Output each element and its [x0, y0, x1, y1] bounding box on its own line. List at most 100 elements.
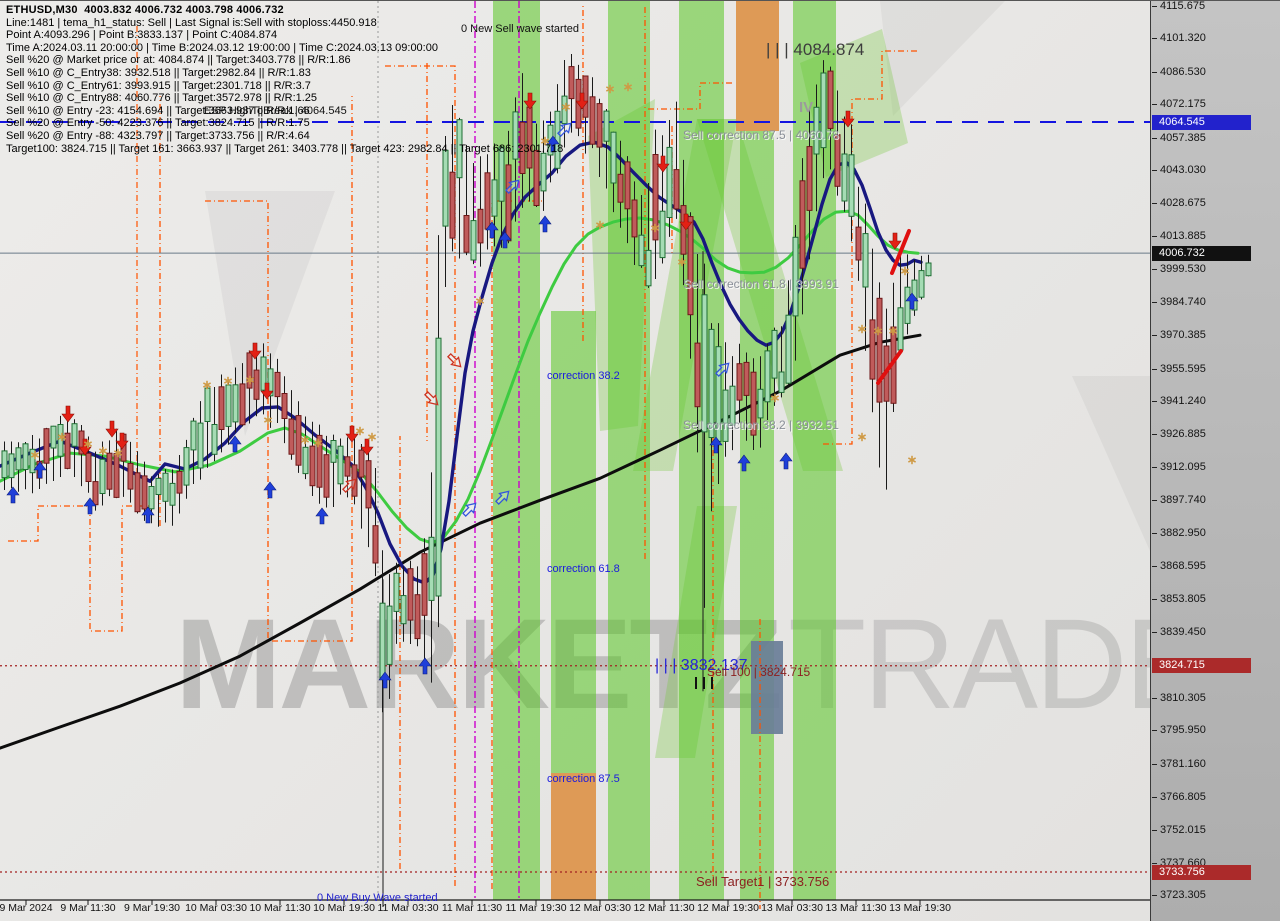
buy-arrow-icon [141, 506, 155, 524]
candle-body [869, 319, 876, 380]
candle-body [568, 66, 575, 100]
info-line: Point A:4093.296 | Point B:3833.137 | Po… [6, 29, 278, 42]
hollow-arrow-icon [557, 122, 572, 137]
chart-annotation[interactable]: 0 New Buy Wave started [317, 892, 438, 904]
sell-arrow-icon [345, 425, 359, 443]
stoploss-step-line[interactable] [8, 505, 150, 632]
count-dash-marker [695, 677, 697, 689]
watermark-wedge [205, 191, 335, 436]
candle-body [421, 553, 428, 616]
candle-body [456, 119, 463, 179]
hollow-arrow-icon [495, 490, 510, 505]
price-scale[interactable]: 4115.675 4101.320 4086.530 4072.175 4057.385… [1150, 1, 1280, 921]
candle-body [491, 179, 498, 217]
chart-annotation[interactable]: correction 87.5 [547, 773, 620, 785]
candle-body [743, 361, 750, 396]
buy-arrow-icon [538, 215, 552, 233]
price-tick-label: 3752.015 [1160, 824, 1206, 837]
info-line: Sell %10 @ C_Entry61: 3993.915 || Target… [6, 79, 311, 92]
candle-body [820, 72, 827, 149]
sell-arrow-icon [248, 342, 262, 360]
candle-body [428, 536, 435, 601]
candle-body [316, 434, 323, 488]
candle-body [190, 420, 197, 451]
chart-annotation[interactable]: | | | 4084.874 [766, 40, 865, 59]
chart-annotation[interactable]: Sell correction 38.2 | 3932.51 [683, 418, 839, 432]
candle-body [85, 452, 92, 482]
candle-body [15, 447, 22, 471]
candle-body [372, 525, 379, 564]
sell-arrow-icon [115, 432, 129, 450]
chart-annotation[interactable]: Sell correction 87.5 | 4060.78 [683, 128, 839, 142]
info-line: Target100: 3824.715 || Target 161: 3663.… [6, 142, 564, 155]
chart-annotation[interactable]: correction 38.2 [547, 370, 620, 382]
candle-body [449, 171, 456, 239]
chart-annotation[interactable]: Sell 100 | 3824.715 [707, 665, 811, 679]
stoploss-step-line[interactable] [823, 50, 918, 445]
info-line: Sell %20 @ Entry -88: 4323.797 || Target… [6, 129, 310, 142]
candle-body [414, 594, 421, 640]
candle-body [918, 270, 925, 298]
price-tick-label: 3941.240 [1160, 395, 1206, 408]
buy-arrow-icon [6, 486, 20, 504]
stoploss-step-line[interactable] [648, 82, 733, 110]
candle-body [841, 153, 848, 202]
buy-arrow-icon [779, 452, 793, 470]
candle-body [736, 363, 743, 401]
chart-annotation[interactable]: correction 61.8 [547, 563, 620, 575]
candle-body [498, 146, 505, 202]
info-line: Sell %20 @ Market price or at: 4084.874 … [6, 54, 351, 67]
red-trendline-segment[interactable] [876, 349, 903, 385]
price-tick-dash [1152, 137, 1157, 139]
chart-annotation[interactable]: ESP HighToBreak | 4064.545 [204, 105, 347, 117]
sell-arrow-icon [575, 92, 589, 110]
info-line: Sell %10 @ C_Entry38: 3932.518 || Target… [6, 66, 311, 79]
candle-body [337, 445, 344, 485]
chart-annotation[interactable]: IV [799, 99, 814, 116]
candle-body [848, 154, 855, 217]
chart-annotation[interactable]: Sell correction 61.8 | 3993.91 [683, 277, 839, 291]
candle-body [540, 152, 547, 192]
candle-body [267, 368, 274, 397]
hollow-arrow-icon [447, 353, 462, 368]
buy-arrow-icon [378, 671, 392, 689]
price-tick-label: 3853.805 [1160, 593, 1206, 606]
candle-body [211, 424, 218, 455]
candle-body [22, 443, 29, 470]
candle-body [827, 70, 834, 129]
info-line: Sell %10 @ C_Entry88: 4060.776 || Target… [6, 92, 318, 105]
candle-body [638, 234, 645, 267]
stoploss-step-line[interactable] [205, 96, 353, 642]
candle-body [106, 452, 113, 490]
wave-band-orange [736, 1, 779, 131]
price-tick-label: 3926.885 [1160, 427, 1206, 440]
stoploss-step-line[interactable] [385, 65, 456, 886]
buy-arrow-icon [546, 135, 560, 153]
candle-body [722, 389, 729, 442]
price-tick-label: 3781.160 [1160, 758, 1206, 771]
price-tick-dash [1152, 533, 1157, 535]
sell-arrow-icon [260, 382, 274, 400]
candle-body [113, 453, 120, 498]
price-tick-label: 4028.675 [1160, 196, 1206, 209]
wave-band-green [551, 311, 596, 773]
candle-body [505, 164, 512, 242]
price-tick-label: 4043.030 [1160, 164, 1206, 177]
candle-body [50, 425, 57, 449]
info-line: Sell %20 @ Entry -50: 4223.376 || Target… [6, 117, 310, 130]
price-tick-label: 3839.450 [1160, 625, 1206, 638]
chart-annotation[interactable]: 0 New Sell wave started [461, 23, 579, 35]
price-tick-dash [1152, 401, 1157, 403]
chart-annotation[interactable]: Sell Target1 | 3733.756 [696, 874, 830, 889]
candle-body [155, 477, 162, 495]
price-badge: 4064.545 [1152, 114, 1251, 130]
chart-canvas[interactable] [0, 1, 1150, 921]
red-trendline-segment[interactable] [890, 229, 911, 275]
sell-arrow-icon [78, 438, 92, 456]
candle-body [99, 458, 106, 494]
candle-body [533, 149, 540, 206]
candle-body [904, 286, 911, 324]
candle-body [379, 602, 386, 680]
candle-body [645, 249, 652, 287]
chart-annotation[interactable]: | | | 3832.137 [655, 657, 748, 674]
